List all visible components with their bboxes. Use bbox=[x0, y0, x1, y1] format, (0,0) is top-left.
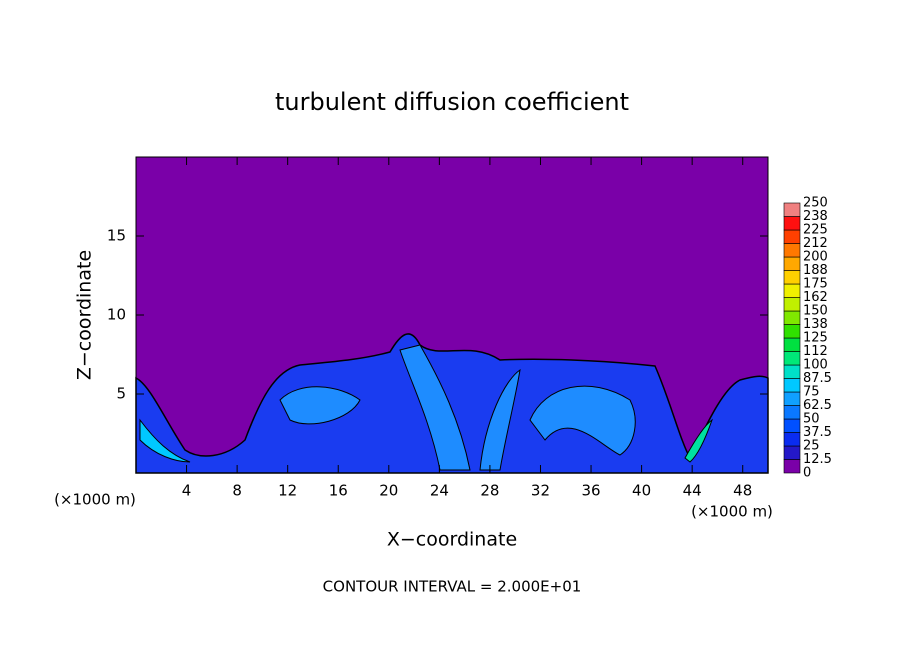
colorbar-box bbox=[783, 310, 801, 325]
colorbar-label: 225 bbox=[803, 223, 828, 238]
colorbar-label: 37.5 bbox=[803, 425, 832, 440]
x-tick-label: 24 bbox=[430, 482, 449, 500]
colorbar-label: 238 bbox=[803, 209, 828, 224]
x-tick-label: 16 bbox=[329, 482, 348, 500]
field-patch bbox=[399, 344, 471, 471]
colorbar-box bbox=[783, 378, 801, 393]
x-tick-label: 32 bbox=[531, 482, 550, 500]
y-unit: (×1000 m) bbox=[54, 491, 136, 509]
colorbar-box bbox=[783, 351, 801, 366]
colorbar-label: 188 bbox=[803, 263, 828, 278]
field-patch bbox=[139, 418, 191, 463]
colorbar-box bbox=[783, 270, 801, 285]
field-patch bbox=[279, 386, 361, 425]
colorbar-label: 200 bbox=[803, 250, 828, 265]
colorbar-box bbox=[783, 216, 801, 231]
colorbar-label: 87.5 bbox=[803, 371, 832, 386]
colorbar-label: 25 bbox=[803, 439, 820, 454]
x-tick-label: 40 bbox=[632, 482, 651, 500]
colorbar-label: 250 bbox=[803, 196, 828, 211]
colorbar-label: 138 bbox=[803, 317, 828, 332]
x-tick-label: 44 bbox=[683, 482, 702, 500]
x-tick-label: 36 bbox=[581, 482, 600, 500]
colorbar-box bbox=[783, 364, 801, 379]
colorbar-label: 162 bbox=[803, 290, 828, 305]
colorbar-box bbox=[783, 459, 801, 474]
colorbar-box bbox=[783, 324, 801, 339]
colorbar-box bbox=[783, 418, 801, 433]
x-tick-label: 8 bbox=[232, 482, 242, 500]
colorbar-label: 212 bbox=[803, 236, 828, 251]
colorbar-label: 125 bbox=[803, 331, 828, 346]
x-tick-label: 12 bbox=[278, 482, 297, 500]
x-tick-label: 28 bbox=[480, 482, 499, 500]
y-tick-label: 10 bbox=[107, 306, 126, 324]
colorbar-box bbox=[783, 283, 801, 298]
x-tick-label: 20 bbox=[379, 482, 398, 500]
x-axis-label: X−coordinate bbox=[387, 529, 517, 551]
field-patch bbox=[684, 418, 713, 463]
colorbar-label: 75 bbox=[803, 385, 820, 400]
colorbar-label: 175 bbox=[803, 277, 828, 292]
colorbar-box bbox=[783, 243, 801, 258]
colorbar-box bbox=[783, 391, 801, 406]
colorbar-box bbox=[783, 405, 801, 420]
colorbar-label: 112 bbox=[803, 344, 828, 359]
colorbar-label: 0 bbox=[803, 466, 811, 481]
colorbar-label: 12.5 bbox=[803, 452, 832, 467]
colorbar-label: 150 bbox=[803, 304, 828, 319]
y-tick-label: 5 bbox=[116, 385, 126, 403]
field-patch bbox=[529, 385, 636, 456]
colorbar-box bbox=[783, 432, 801, 447]
field-patch bbox=[479, 368, 521, 471]
colorbar-box bbox=[783, 337, 801, 352]
colorbar-box bbox=[783, 297, 801, 312]
colorbar-box bbox=[783, 445, 801, 460]
colorbar-box bbox=[783, 202, 801, 217]
x-tick-label: 4 bbox=[182, 482, 192, 500]
x-tick-label: 48 bbox=[733, 482, 752, 500]
colorbar-label: 50 bbox=[803, 412, 820, 427]
colorbar-label: 100 bbox=[803, 358, 828, 373]
colorbar-label: 62.5 bbox=[803, 398, 832, 413]
chart-title: turbulent diffusion coefficient bbox=[275, 88, 629, 116]
colorbar-box bbox=[783, 229, 801, 244]
x-unit: (×1000 m) bbox=[691, 503, 773, 521]
y-axis-label: Z−coordinate bbox=[74, 250, 96, 380]
footer-note: CONTOUR INTERVAL = 2.000E+01 bbox=[323, 578, 582, 596]
contour-field bbox=[135, 157, 769, 474]
y-tick-label: 15 bbox=[107, 227, 126, 245]
colorbar-box bbox=[783, 256, 801, 271]
